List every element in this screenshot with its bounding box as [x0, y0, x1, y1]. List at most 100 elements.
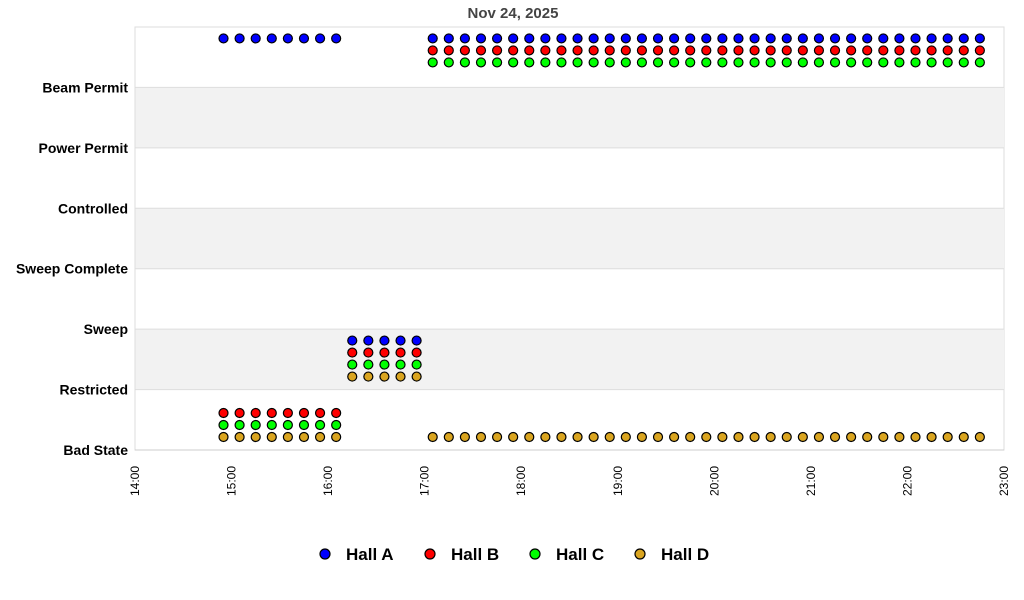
data-point-hall-b: [218, 407, 229, 419]
data-point-hall-d: [910, 431, 921, 443]
data-point-hall-a: [910, 33, 921, 44]
data-point-hall-a: [588, 33, 599, 44]
data-point-hall-a: [604, 33, 615, 44]
data-point-hall-b: [540, 45, 551, 56]
data-point-hall-c: [958, 57, 969, 68]
data-point-hall-b: [942, 45, 953, 56]
data-point-hall-c: [556, 57, 567, 68]
data-point-hall-a: [540, 33, 551, 44]
data-point-hall-c: [347, 359, 358, 370]
data-point-hall-b: [894, 45, 905, 56]
data-point-hall-c: [491, 57, 503, 68]
data-point-hall-d: [797, 431, 808, 443]
data-point-hall-b: [588, 45, 599, 56]
data-point-hall-c: [749, 57, 760, 68]
data-point-hall-a: [652, 33, 664, 44]
data-point-hall-d: [588, 431, 599, 443]
data-point-hall-b: [765, 45, 776, 56]
legend-label: Hall A: [346, 545, 394, 564]
data-point-hall-a: [894, 33, 905, 44]
data-point-hall-c: [910, 57, 921, 68]
data-point-hall-c: [894, 57, 905, 68]
x-tick-label: 20:00: [707, 466, 721, 496]
data-point-hall-d: [894, 431, 905, 443]
data-point-hall-a: [620, 33, 631, 44]
x-tick-label: 19:00: [611, 466, 625, 496]
x-tick-label: 14:00: [128, 466, 142, 496]
data-point-hall-c: [797, 57, 808, 68]
data-point-hall-b: [556, 45, 567, 56]
data-point-hall-d: [781, 431, 792, 443]
data-point-hall-d: [604, 431, 615, 443]
data-point-hall-b: [395, 347, 406, 358]
data-point-hall-c: [846, 57, 857, 68]
data-point-hall-d: [331, 431, 342, 443]
data-point-hall-a: [282, 33, 293, 44]
x-tick-label: 21:00: [804, 466, 818, 496]
data-point-hall-b: [379, 347, 390, 358]
data-point-hall-c: [282, 419, 293, 431]
x-tick-label: 16:00: [321, 466, 335, 496]
data-point-hall-a: [926, 33, 937, 44]
data-point-hall-a: [846, 33, 857, 44]
y-axis-label: Bad State: [63, 442, 128, 458]
legend-label: Hall B: [451, 545, 499, 564]
x-tick-label: 18:00: [514, 466, 528, 496]
data-point-hall-a: [475, 33, 487, 44]
legend-marker: [319, 548, 331, 560]
data-point-hall-d: [427, 431, 438, 443]
data-point-hall-a: [411, 335, 422, 346]
data-point-hall-a: [491, 33, 503, 44]
data-point-hall-b: [829, 45, 841, 56]
data-point-hall-c: [652, 57, 664, 68]
data-point-hall-a: [669, 33, 680, 44]
data-point-hall-c: [620, 57, 631, 68]
data-point-hall-a: [749, 33, 760, 44]
data-point-hall-c: [411, 359, 422, 370]
data-point-hall-d: [974, 431, 985, 443]
data-point-hall-b: [411, 347, 422, 358]
data-point-hall-d: [411, 371, 422, 382]
data-point-hall-a: [266, 33, 277, 44]
data-point-hall-b: [620, 45, 631, 56]
band-shading: [135, 87, 1004, 148]
data-point-hall-d: [347, 371, 358, 382]
data-point-hall-c: [733, 57, 744, 68]
data-point-hall-c: [781, 57, 792, 68]
plot-bands: [134, 26, 1005, 451]
data-point-hall-c: [669, 57, 680, 68]
data-point-hall-a: [572, 33, 583, 44]
data-point-hall-c: [572, 57, 583, 68]
data-point-hall-a: [974, 33, 985, 44]
data-point-hall-b: [910, 45, 921, 56]
data-point-hall-b: [282, 407, 293, 419]
data-point-hall-a: [459, 33, 470, 44]
data-point-hall-b: [331, 407, 342, 419]
x-tick-label: 22:00: [900, 466, 914, 496]
data-point-hall-a: [298, 33, 310, 44]
data-point-hall-d: [540, 431, 551, 443]
data-point-hall-c: [234, 419, 245, 431]
data-point-hall-b: [604, 45, 615, 56]
data-point-hall-b: [508, 45, 519, 56]
data-point-hall-d: [926, 431, 937, 443]
band-shading: [135, 329, 1004, 390]
data-point-hall-a: [797, 33, 808, 44]
data-point-hall-c: [685, 57, 696, 68]
data-point-hall-c: [974, 57, 985, 68]
y-axis-label: Sweep: [84, 321, 128, 337]
data-point-hall-d: [829, 431, 841, 443]
data-point-hall-c: [266, 419, 277, 431]
data-point-hall-a: [765, 33, 776, 44]
data-point-hall-b: [974, 45, 985, 56]
data-point-hall-d: [395, 371, 406, 382]
data-point-hall-d: [636, 431, 648, 443]
data-point-hall-d: [701, 431, 712, 443]
data-point-hall-a: [556, 33, 567, 44]
data-point-hall-b: [652, 45, 664, 56]
data-point-hall-d: [749, 431, 760, 443]
x-tick-label: 23:00: [997, 466, 1011, 496]
data-point-hall-a: [813, 33, 825, 44]
data-point-hall-c: [508, 57, 519, 68]
data-point-hall-a: [443, 33, 454, 44]
